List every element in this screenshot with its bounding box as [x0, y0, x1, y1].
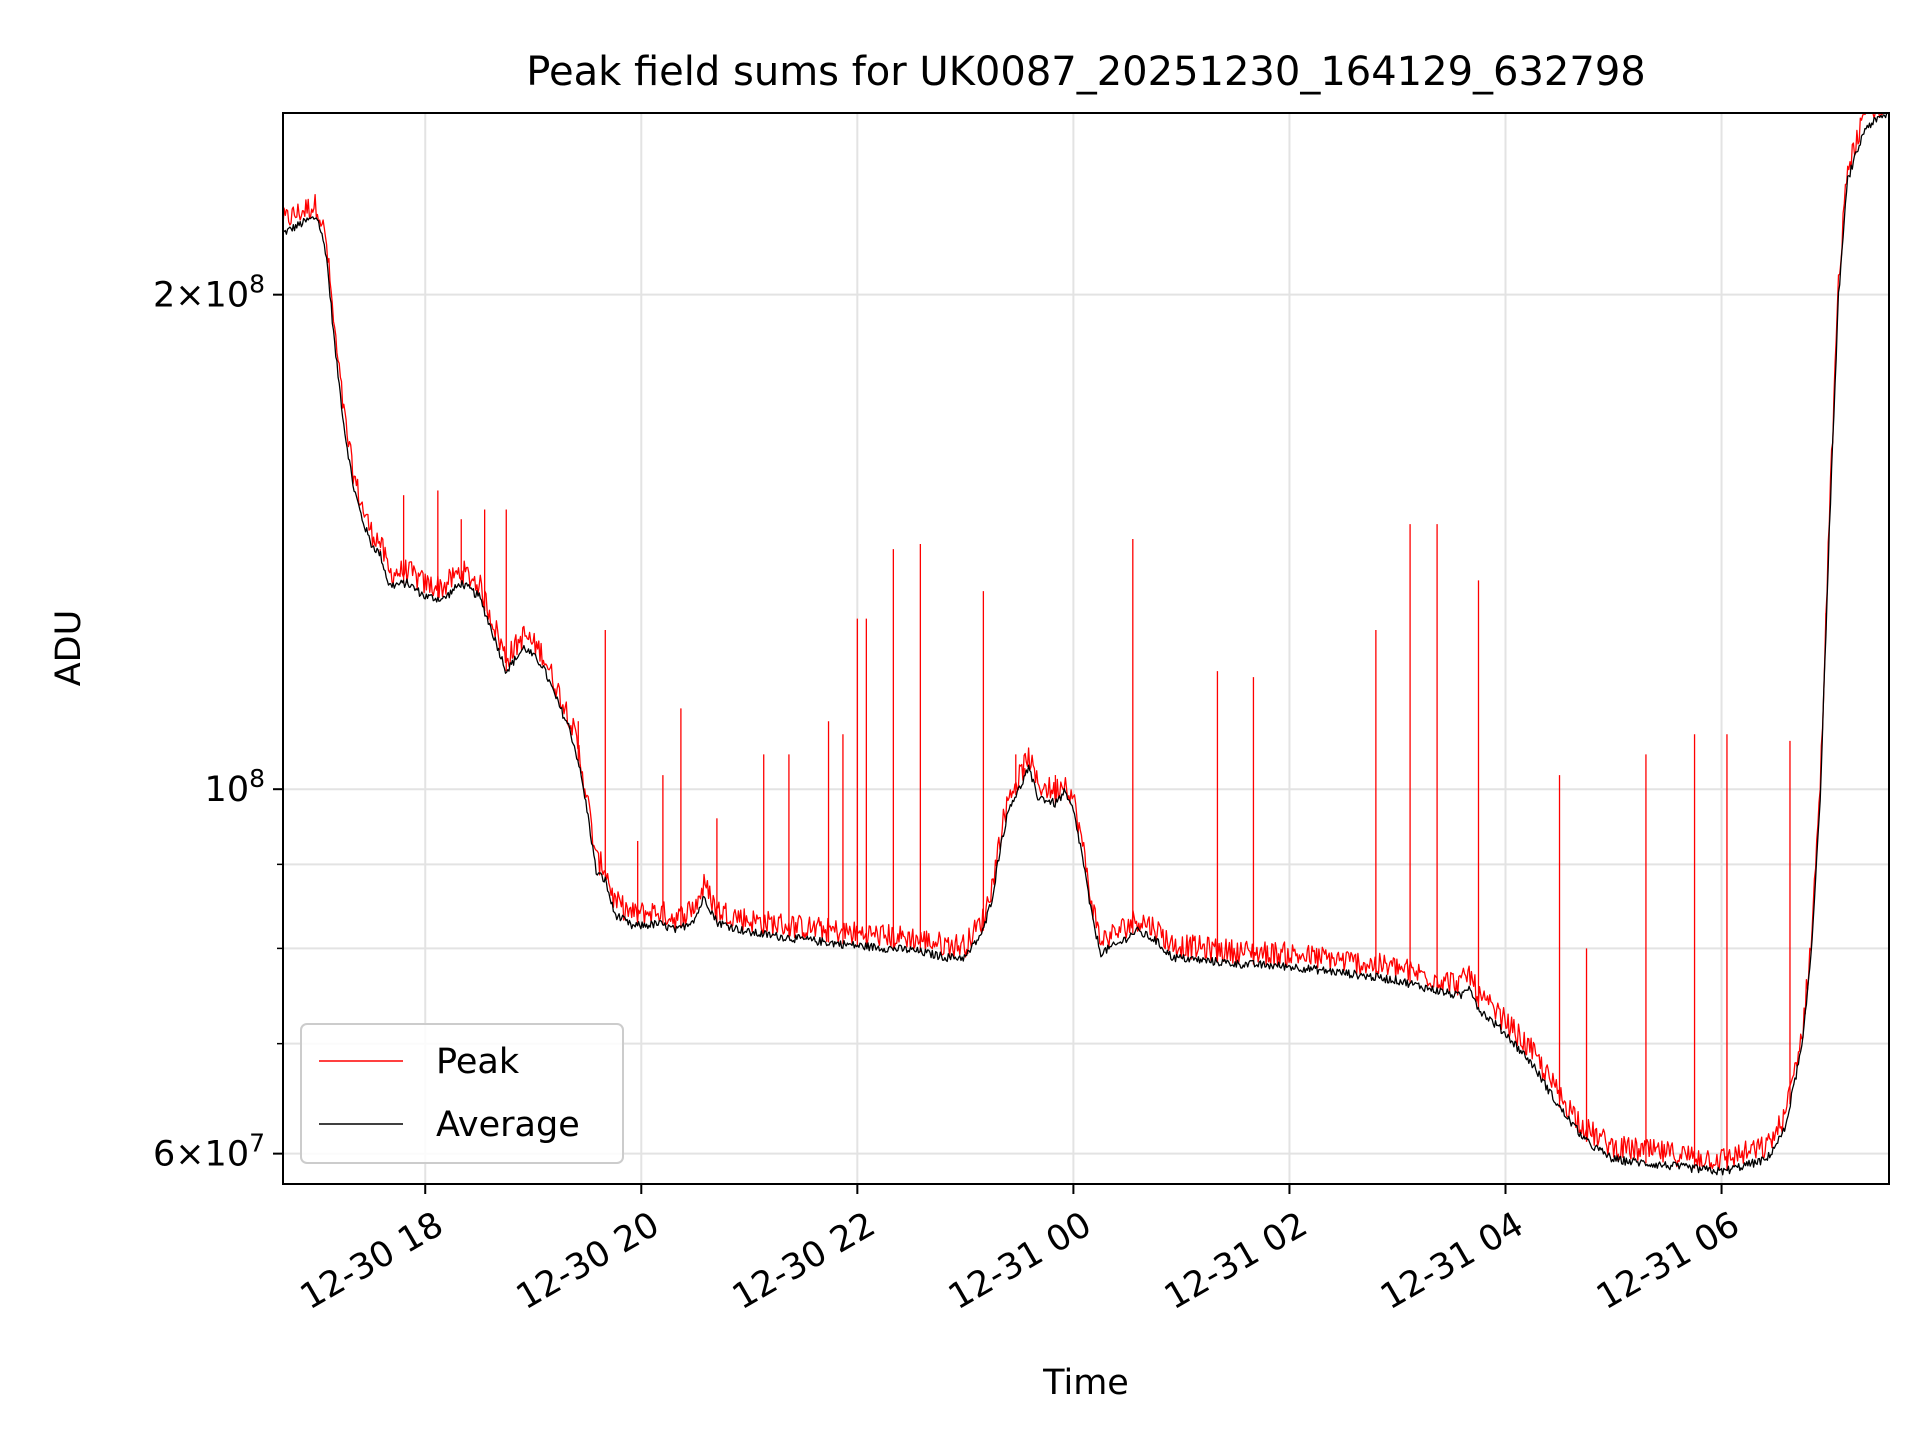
plot-lines [282, 112, 1889, 1176]
peak-series-line [282, 112, 1889, 1170]
y-axis-label: ADU [49, 610, 89, 687]
chart-title: Peak field sums for UK0087_20251230_1641… [526, 49, 1645, 95]
y-tick-label: 108 [205, 764, 265, 810]
legend-label-average: Average [436, 1105, 580, 1145]
legend: Peak Average [300, 1023, 624, 1164]
x-axis-label: Time [1042, 1363, 1129, 1403]
y-tick-label: 2×108 [153, 270, 265, 316]
plot-frame [282, 112, 1890, 1185]
average-series-line [282, 112, 1889, 1176]
legend-box [300, 1023, 624, 1164]
y-axis: 6×107 108 2×108 [153, 270, 283, 1175]
y-tick-label: 6×107 [153, 1129, 265, 1175]
legend-label-peak: Peak [436, 1042, 520, 1082]
